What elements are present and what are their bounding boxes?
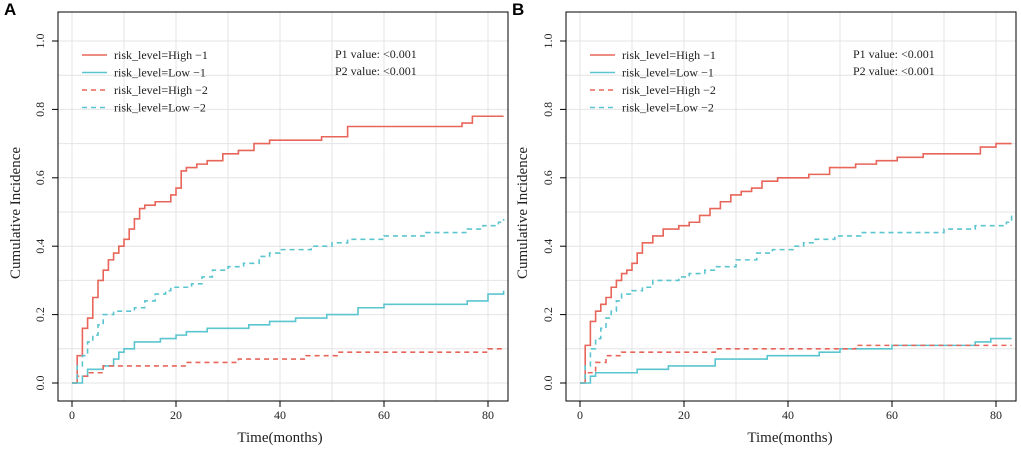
legend-label-3: risk_level=High −2 xyxy=(622,83,716,97)
panel-a-series-2-line xyxy=(72,290,505,384)
y-tick-label: 0.8 xyxy=(541,102,555,117)
panel-a-frame xyxy=(57,11,509,402)
x-tick-label: 60 xyxy=(378,408,390,422)
panel-b-p1-value: P1 value: <0.001 xyxy=(853,47,935,61)
x-tick-label: 40 xyxy=(274,408,286,422)
legend-label-1: risk_level=High −1 xyxy=(114,48,208,62)
y-tick-label: 1.0 xyxy=(541,34,555,49)
x-tick-label: 80 xyxy=(990,408,1002,422)
panel-a-p2-value: P2 value: <0.001 xyxy=(335,64,417,78)
panel-b-series-3-line xyxy=(580,344,1012,384)
x-tick-label: 0 xyxy=(577,408,583,422)
x-tick-label: 20 xyxy=(678,408,690,422)
panel-b-series-4-line xyxy=(580,215,1013,384)
y-tick-label: 0.4 xyxy=(33,239,47,254)
panel-a-p1-value: P1 value: <0.001 xyxy=(335,47,417,61)
panel-b: B 0 20 40 60 80 0.0 0.2 0.4 0.6 0.8 1.0 Time(month… xyxy=(512,0,1017,446)
panel-b-series xyxy=(580,142,1013,384)
legend-label-1: risk_level=High −1 xyxy=(622,48,716,62)
panel-a-y-axis-title: Cumulative Incidence xyxy=(8,147,24,279)
panel-label-a: A xyxy=(4,0,16,19)
panel-a-x-axis-title: Time(months) xyxy=(237,430,322,446)
y-tick-label: 0.0 xyxy=(541,376,555,391)
legend-label-2: risk_level=Low −1 xyxy=(622,66,714,80)
y-tick-label: 0.6 xyxy=(33,170,47,185)
panel-b-ticks: 0 20 40 60 80 0.0 0.2 0.4 0.6 0.8 1.0 xyxy=(541,34,1002,423)
panel-a-legend: risk_level=High −1 risk_level=Low −1 risk_… xyxy=(82,48,208,115)
panel-a-series xyxy=(72,115,505,384)
legend-label-2: risk_level=Low −1 xyxy=(114,66,206,80)
y-tick-label: 0.8 xyxy=(33,102,47,117)
panel-b-y-axis-title: Cumulative Incidence xyxy=(515,147,531,279)
panel-a-ticks: 0 20 40 60 80 0.0 0.2 0.4 0.6 0.8 1.0 xyxy=(33,34,494,423)
y-tick-label: 0.2 xyxy=(33,307,47,322)
panel-a-series-4-line xyxy=(72,218,505,384)
panel-b-series-2-line xyxy=(580,337,1012,384)
y-tick-label: 0.2 xyxy=(541,307,555,322)
panel-a-series-1-line xyxy=(72,115,504,384)
y-tick-label: 0.6 xyxy=(541,170,555,185)
x-tick-label: 80 xyxy=(482,408,494,422)
panel-a-series-3-line xyxy=(72,348,504,384)
panel-b-x-axis-title: Time(months) xyxy=(747,430,832,446)
x-tick-label: 20 xyxy=(170,408,182,422)
panel-b-series-1-line xyxy=(580,142,1012,384)
legend-label-4: risk_level=Low −2 xyxy=(622,101,714,115)
y-tick-label: 0.4 xyxy=(541,239,555,254)
x-tick-label: 60 xyxy=(886,408,898,422)
y-tick-label: 0.0 xyxy=(33,376,47,391)
x-tick-label: 0 xyxy=(69,408,75,422)
y-tick-label: 1.0 xyxy=(33,34,47,49)
panel-b-frame xyxy=(565,11,1017,402)
x-tick-label: 40 xyxy=(782,408,794,422)
legend-label-4: risk_level=Low −2 xyxy=(114,101,206,115)
legend-label-3: risk_level=High −2 xyxy=(114,83,208,97)
panel-b-legend: risk_level=High −1 risk_level=Low −1 risk_… xyxy=(590,48,716,115)
panel-a: A 0 20 40 60 80 0.0 0.2 0.4 0.6 0.8 1.0 Time(month… xyxy=(4,0,509,446)
panel-label-b: B xyxy=(512,0,524,19)
panel-b-p2-value: P2 value: <0.001 xyxy=(853,64,935,78)
